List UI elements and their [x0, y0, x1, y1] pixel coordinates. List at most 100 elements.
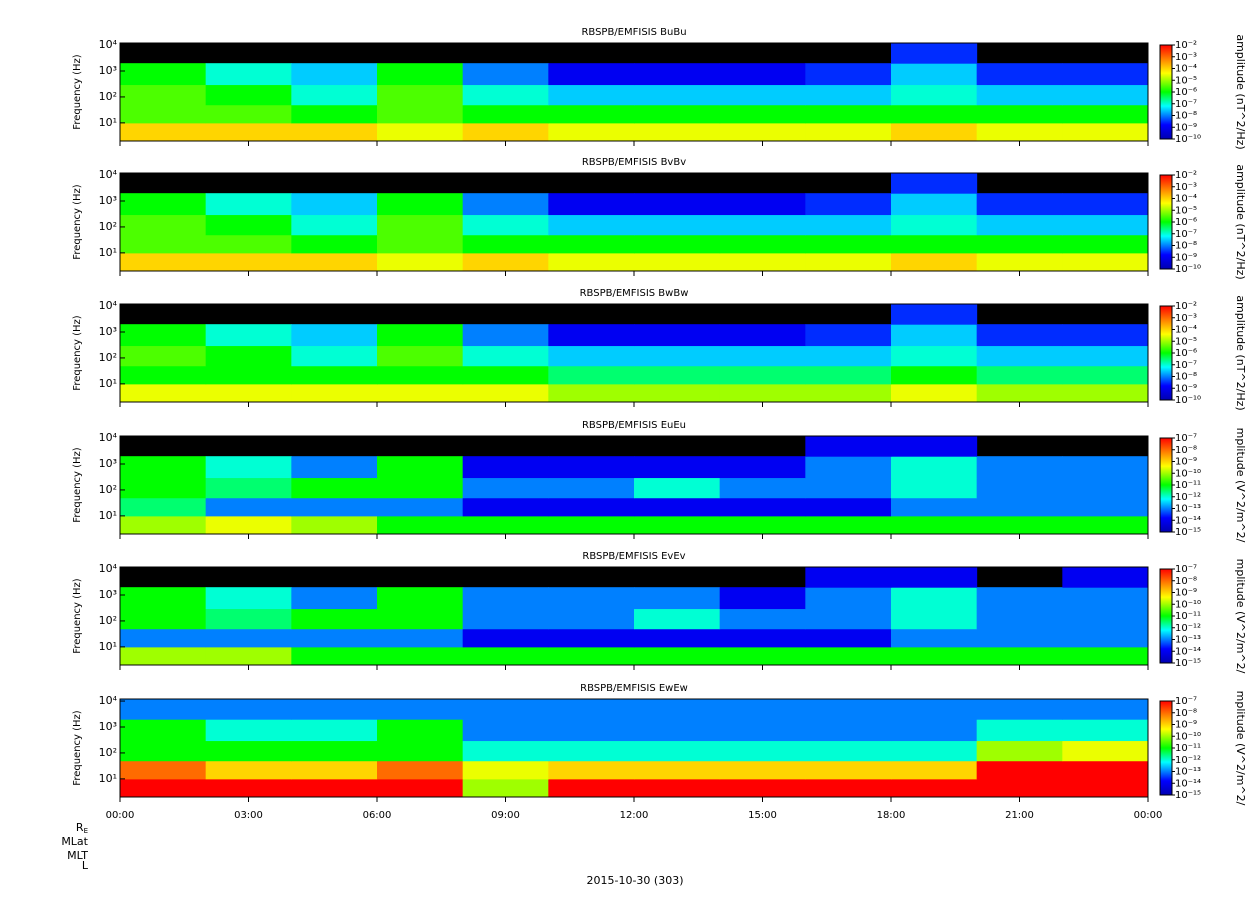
- spectrogram-cell: [291, 193, 378, 216]
- colorbar-tick-label: 10⁻²: [1175, 170, 1197, 181]
- spectrogram-cell: [1062, 567, 1149, 588]
- colorbar-label: mplitude (V^2/m^2/: [1234, 559, 1247, 674]
- spectrogram-cell: [719, 383, 806, 403]
- spectrogram-cell: [976, 63, 1063, 86]
- spectrogram-cell: [805, 646, 892, 666]
- spectrogram-cell: [205, 477, 292, 499]
- colorbar-tick-label: 10⁻¹⁵: [1175, 658, 1201, 669]
- spectrogram-cell: [548, 760, 635, 780]
- spectrogram-cell: [291, 383, 378, 403]
- spectrogram-cell: [205, 234, 292, 254]
- spectrogram-cell: [719, 608, 806, 630]
- spectrogram-cell: [205, 104, 292, 124]
- spectrogram-cell: [462, 719, 549, 742]
- spectrogram-cell: [1062, 456, 1149, 479]
- colorbar-label: mplitude (V^2/m^2/: [1234, 428, 1247, 543]
- spectrogram-cell: [634, 608, 721, 630]
- colorbar-tick-label: 10⁻⁷: [1175, 564, 1197, 575]
- spectrogram-cell: [205, 646, 292, 666]
- spectrogram-cell: [291, 778, 378, 798]
- spectrogram-cell: [548, 324, 635, 347]
- spectrogram-cell: [548, 252, 635, 272]
- spectrogram-cell: [205, 383, 292, 403]
- spectrogram-cell: [462, 193, 549, 216]
- spectrogram-cell: [120, 497, 207, 517]
- spectrogram-cell: [462, 63, 549, 86]
- colorbar-tick-label: 10⁻⁶: [1175, 87, 1197, 98]
- spectrogram-cell: [805, 63, 892, 86]
- spectrogram-cell: [634, 122, 721, 142]
- spectrogram-cell: [291, 587, 378, 610]
- y-axis-label: Frequency (Hz): [72, 184, 83, 260]
- spectrogram-cell: [377, 84, 464, 106]
- spectrogram-cell: [805, 699, 892, 720]
- colorbar-tick-label: 10⁻⁶: [1175, 348, 1197, 359]
- y-tick-label: 10⁴: [99, 299, 118, 312]
- spectrogram-cell: [205, 628, 292, 648]
- spectrogram-cell: [1062, 646, 1149, 666]
- colorbar-tick-label: 10⁻¹⁰: [1175, 731, 1201, 742]
- colorbar-tick-label: 10⁻⁸: [1175, 576, 1197, 587]
- spectrogram-cell: [462, 646, 549, 666]
- y-axis-label: Frequency (Hz): [72, 315, 83, 391]
- spectrogram-cell: [719, 122, 806, 142]
- colorbar-tick-label: 10⁻¹⁰: [1175, 395, 1201, 406]
- spectrogram-cell: [891, 515, 978, 535]
- y-tick-label: 10³: [99, 325, 117, 338]
- spectrogram-cell: [891, 43, 978, 64]
- spectrogram-cell: [377, 497, 464, 517]
- spectrogram-cell: [291, 63, 378, 86]
- colorbar-tick-label: 10⁻⁷: [1175, 360, 1197, 371]
- y-tick-label: 10⁴: [99, 694, 118, 707]
- spectrogram-cell: [548, 699, 635, 720]
- spectrogram-cell: [377, 646, 464, 666]
- spectrogram-cell: [1062, 84, 1149, 106]
- spectrogram-cell: [634, 456, 721, 479]
- spectrogram-cell: [805, 497, 892, 517]
- spectrogram-cell: [891, 567, 978, 588]
- y-tick-label: 10⁴: [99, 431, 118, 444]
- y-tick-label: 10⁴: [99, 38, 118, 51]
- spectrogram-cell: [891, 104, 978, 124]
- spectrogram-cell: [805, 628, 892, 648]
- spectrogram-cell: [805, 252, 892, 272]
- spectrogram-cell: [377, 699, 464, 720]
- spectrogram-cell: [205, 497, 292, 517]
- spectrogram-cell: [1062, 477, 1149, 499]
- spectrogram-cell: [891, 252, 978, 272]
- spectrogram-cell: [377, 587, 464, 610]
- spectrogram-cell: [634, 778, 721, 798]
- panel-title: RBSPB/EMFISIS BuBu: [581, 27, 686, 38]
- spectrogram-cell: [377, 477, 464, 499]
- spectrogram-cell: [462, 234, 549, 254]
- spectrogram-cell: [805, 456, 892, 479]
- colorbar-tick-label: 10⁻⁸: [1175, 111, 1197, 122]
- spectrogram-cell: [291, 104, 378, 124]
- spectrogram-cell: [291, 456, 378, 479]
- spectrogram-cell: [377, 740, 464, 762]
- spectrogram-cell: [462, 497, 549, 517]
- spectrogram-cell: [291, 365, 378, 385]
- y-tick-label: 10³: [99, 64, 117, 77]
- spectrogram-cell: [976, 345, 1063, 367]
- spectrogram-cell: [719, 477, 806, 499]
- colorbar-tick-label: 10⁻¹³: [1175, 635, 1201, 646]
- spectrogram-cell: [976, 324, 1063, 347]
- spectrogram-cell: [377, 608, 464, 630]
- spectrogram-cell: [205, 608, 292, 630]
- colorbar-label: amplitude (nT^2/Hz): [1234, 164, 1247, 279]
- spectrogram-cell: [462, 252, 549, 272]
- spectrogram-cell: [462, 477, 549, 499]
- colorbar-tick-label: 10⁻⁹: [1175, 588, 1197, 599]
- spectrogram-cell: [548, 587, 635, 610]
- spectrogram-cell: [891, 719, 978, 742]
- spectrogram-cell: [548, 477, 635, 499]
- spectrogram-cell: [976, 383, 1063, 403]
- x-tick-label: 03:00: [234, 810, 263, 821]
- spectrogram-cell: [462, 699, 549, 720]
- colorbar-tick-label: 10⁻¹⁰: [1175, 599, 1201, 610]
- y-tick-label: 10¹: [99, 116, 117, 129]
- spectrogram-cell: [634, 497, 721, 517]
- colorbar-tick-label: 10⁻³: [1175, 313, 1197, 324]
- spectrogram-cell: [291, 345, 378, 367]
